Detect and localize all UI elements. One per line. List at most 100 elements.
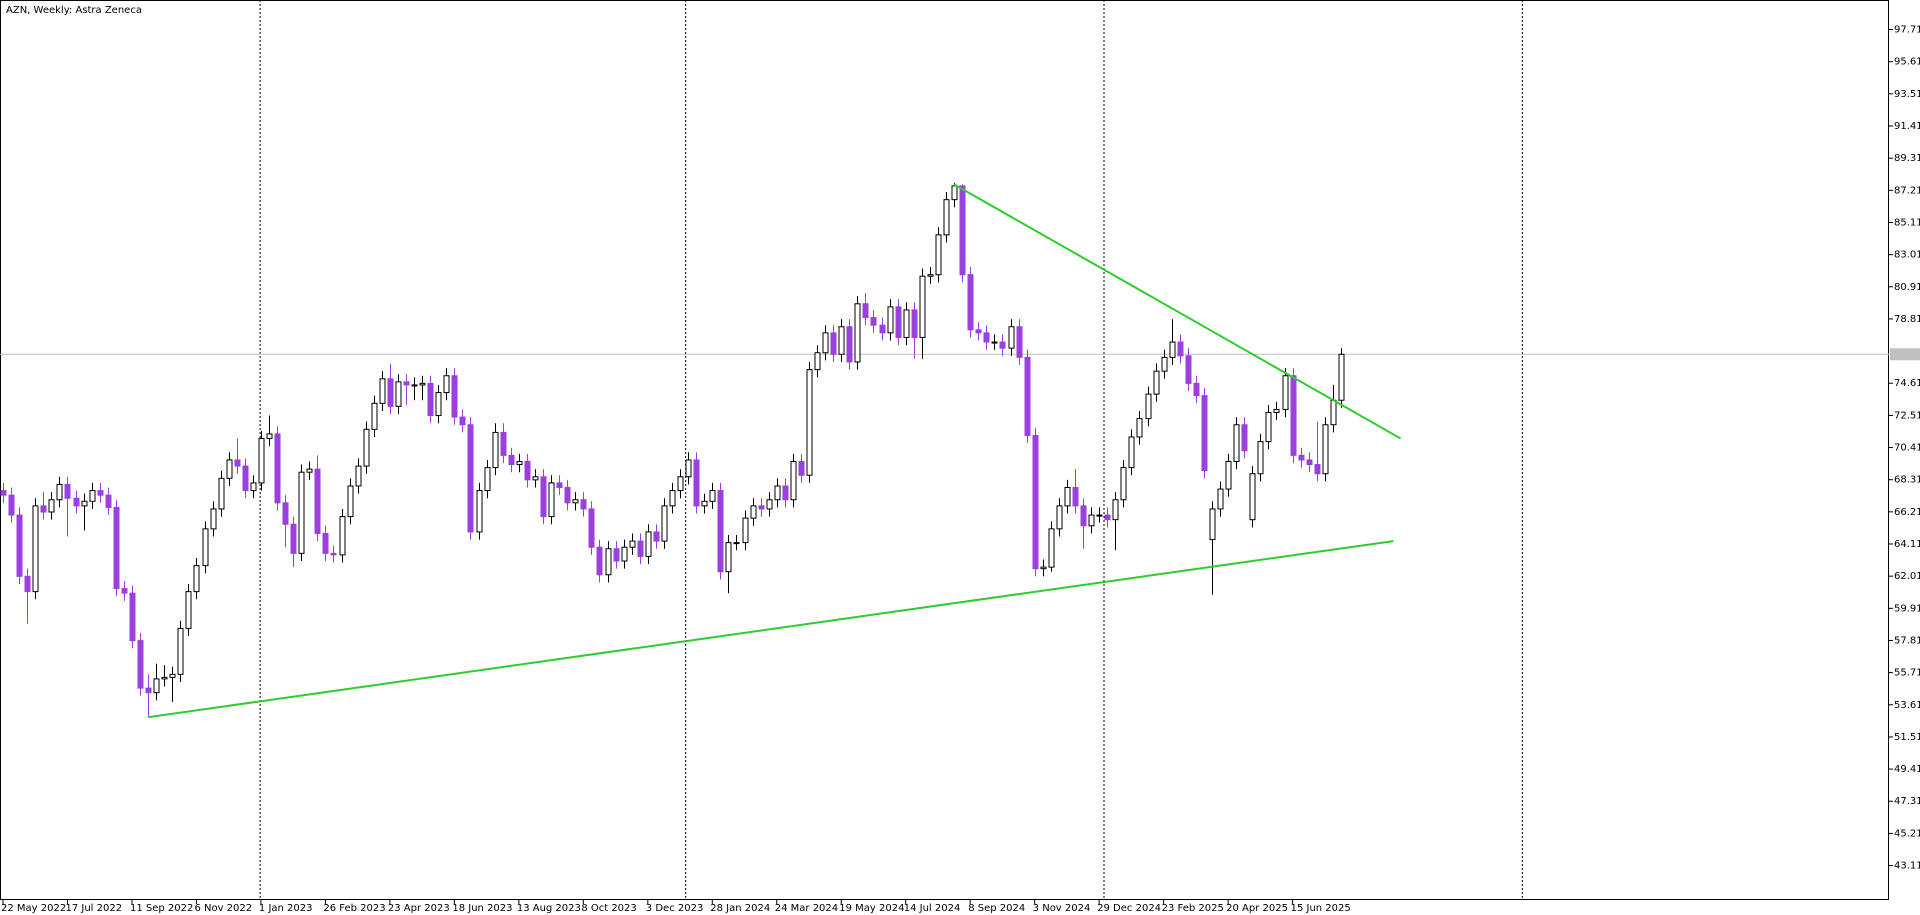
candle-body [185,591,192,629]
y-tick-label: 74.61 [1894,378,1920,389]
y-tick-label: 59.91 [1894,603,1920,614]
candle-body [1088,514,1095,527]
candle-body [266,433,273,440]
x-tick-label: 14 Jul 2024 [904,903,961,914]
candle-body [895,306,902,338]
candle-body [492,431,499,469]
candle-body [363,428,370,467]
candle-body [661,505,668,542]
x-tick-label: 17 Jul 2022 [65,903,122,914]
y-tick-label: 49.41 [1894,764,1920,775]
candle-body [653,531,660,542]
candle-body [1169,341,1176,358]
candle-body [89,490,96,502]
candle-body [1233,424,1240,462]
candle-body [274,433,281,504]
candle-body [1072,487,1079,507]
candle-body [1112,499,1119,521]
y-tick-label: 66.21 [1894,507,1920,518]
candle-body [1161,356,1168,372]
x-tick-label: 29 Dec 2024 [1097,903,1161,914]
candle-body [24,575,31,593]
candle-body [48,499,55,513]
candle-body [64,483,71,499]
candle-body [999,341,1006,349]
candle-body [717,490,724,573]
candle-body [484,467,491,492]
y-tick-label: 55.71 [1894,668,1920,679]
candle-body [1016,326,1023,358]
x-tick-label: 26 Feb 2023 [323,903,385,914]
y-tick-label: 91.41 [1894,121,1920,132]
candle-body [580,499,587,510]
candle-body [1290,375,1297,456]
candle-body [330,552,337,556]
trendline [953,183,1402,440]
candle-body [210,508,217,530]
candle-body [1136,418,1143,438]
candle-body [685,459,692,478]
candle-body [113,506,120,590]
candle-body [169,673,176,678]
candle-body [1306,459,1313,466]
y-tick-label: 83.01 [1894,250,1920,261]
candle-body [548,482,555,518]
candle-body [887,306,894,334]
candle-body [1032,434,1039,570]
candle-body [1185,355,1192,384]
candle-body [564,487,571,504]
candle-body [1338,353,1345,401]
candle-body [395,381,402,407]
candle-body [145,687,152,694]
candle-body [1273,408,1280,413]
candle-body [1008,326,1015,349]
candle-body [1217,488,1224,510]
candle-body [1225,460,1232,490]
candle-body [854,303,861,363]
candle-body [967,274,974,331]
candle-body [339,516,346,556]
candle-body [1265,411,1272,443]
candle-body [258,438,265,484]
candle-body [137,640,144,689]
candle-body [701,500,708,507]
candle-body [467,424,474,533]
candle-body [1249,473,1256,521]
candle-body [846,326,853,363]
candle-body [153,678,160,694]
candle-body [1330,399,1337,426]
candle-body [250,482,257,492]
candle-body [927,274,934,277]
candle-body [40,505,47,513]
y-tick-label: 89.31 [1894,153,1920,164]
candle-body [830,332,837,355]
candle-body [282,502,289,525]
y-tick-label: 43.11 [1894,861,1920,872]
candle-body [605,548,612,576]
candle-body [814,352,821,371]
trendline [147,540,1394,719]
candle-body [862,303,869,319]
candle-body [870,317,877,326]
y-tick-label: 72.51 [1894,410,1920,421]
candle-body [298,471,305,554]
x-tick-label: 3 Nov 2024 [1033,903,1091,914]
candle-body [0,490,7,496]
candle-body [572,499,579,504]
candle-body [306,468,313,473]
x-tick-label: 24 Mar 2024 [775,903,838,914]
candle-body [645,531,652,557]
candle-body [935,234,942,276]
candle-body [725,542,732,573]
candle-body [991,341,998,344]
candle-body [443,375,450,394]
candle-body [798,460,805,476]
x-tick-label: 20 Apr 2025 [1226,903,1288,914]
candle-body [202,528,209,567]
x-tick-label: 8 Oct 2023 [581,903,636,914]
candle-body [177,627,184,675]
y-tick-label: 57.81 [1894,635,1920,646]
candle-body [806,369,813,476]
